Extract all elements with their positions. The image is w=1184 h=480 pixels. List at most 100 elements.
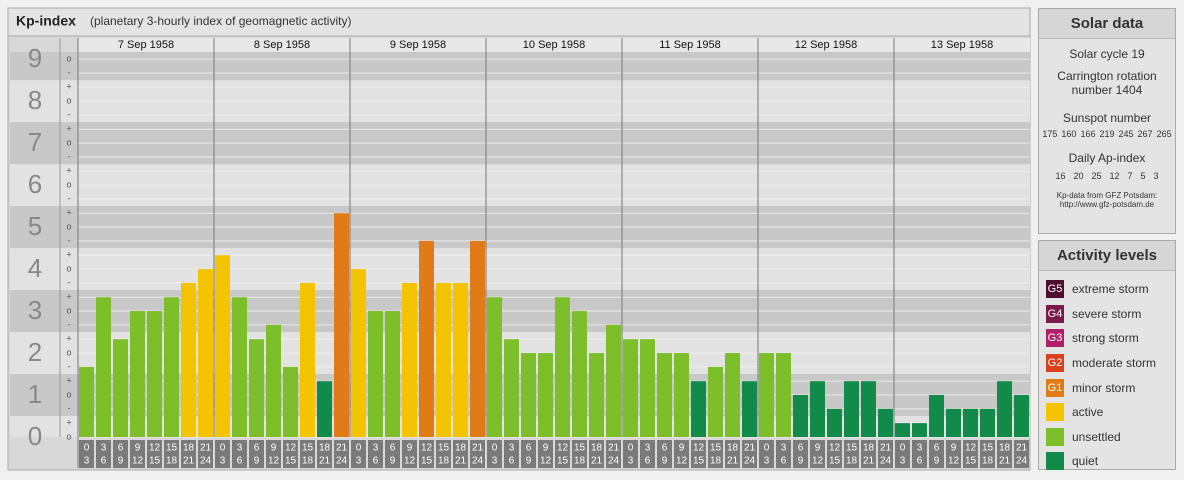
hour-label: 18 (574, 456, 586, 467)
hour-label: 21 (608, 443, 620, 454)
hour-box (742, 440, 757, 468)
minor-tick-label: o (66, 54, 71, 64)
hour-label: 3 (509, 443, 515, 454)
legend-label: severe storm (1072, 306, 1142, 321)
hour-label: 15 (574, 443, 586, 454)
bar (249, 339, 264, 437)
hour-label: 21 (1016, 443, 1028, 454)
bar (419, 240, 434, 437)
legend-label: moderate storm (1072, 356, 1157, 371)
legend-label: extreme storm (1072, 282, 1149, 297)
minor-tick-label: - (68, 67, 71, 77)
hour-label: 9 (679, 443, 685, 454)
hour-label: 15 (438, 443, 450, 454)
date-header (78, 38, 1030, 52)
hour-box (946, 440, 961, 468)
hour-label: 24 (336, 456, 348, 467)
hour-label: 9 (135, 443, 141, 454)
bar (657, 353, 672, 437)
hour-label: 12 (268, 456, 280, 467)
hour-label: 6 (917, 456, 923, 467)
bar (963, 408, 978, 437)
date-label: 7 Sep 1958 (118, 39, 174, 51)
hour-box (844, 440, 859, 468)
hour-box (198, 440, 213, 468)
bar (487, 297, 502, 437)
legend-item: active (1039, 400, 1175, 425)
hour-box (487, 440, 502, 468)
hour-label: 15 (965, 456, 977, 467)
hour-label: 12 (132, 456, 144, 467)
hour-label: 18 (710, 456, 722, 467)
bar (147, 311, 162, 437)
hour-label: 6 (254, 443, 260, 454)
hour-label: 12 (693, 443, 705, 454)
bar (708, 366, 723, 437)
minor-tick-label: + (66, 166, 71, 176)
bar (674, 353, 689, 437)
hour-box (810, 440, 825, 468)
hour-box (181, 440, 196, 468)
source-url: http://www.gfz-potsdam.de (1059, 200, 1155, 209)
carrington: Carrington rotation number 1404 (1057, 69, 1157, 97)
bar (198, 269, 213, 437)
hour-label: 21 (472, 443, 484, 454)
legend-swatch: G2 (1046, 354, 1064, 373)
hour-label: 15 (829, 456, 841, 467)
sunspot-number: 219 (1099, 129, 1115, 139)
hour-label: 6 (373, 456, 379, 467)
hour-label: 24 (472, 456, 484, 467)
hour-label: 15 (982, 443, 994, 454)
band (10, 416, 1030, 437)
hour-box (113, 440, 128, 468)
minor-tick-label: o (66, 389, 71, 399)
bar (453, 282, 468, 437)
hour-label: 12 (557, 443, 569, 454)
bar (793, 395, 808, 437)
hour-label: 6 (781, 456, 787, 467)
hour-label: 18 (863, 443, 875, 454)
hour-label: 21 (455, 456, 467, 467)
minor-tick-label: - (68, 361, 71, 371)
hour-label: 3 (84, 456, 90, 467)
bar (997, 381, 1012, 437)
bar (589, 353, 604, 437)
y-tick-label: 7 (28, 127, 42, 157)
hour-label: 15 (693, 456, 705, 467)
hour-box (538, 440, 553, 468)
bar (436, 282, 451, 437)
hour-box (912, 440, 927, 468)
hour-label: 24 (200, 456, 212, 467)
hour-box (470, 440, 485, 468)
y-tick-label: 4 (28, 253, 42, 283)
hour-box (351, 440, 366, 468)
bar (623, 339, 638, 437)
hour-label: 18 (166, 456, 178, 467)
hour-label: 24 (744, 456, 756, 467)
bar (334, 213, 349, 437)
hour-box (572, 440, 587, 468)
hour-box (589, 440, 604, 468)
y-tick-label: 8 (28, 85, 42, 115)
legend-label: minor storm (1072, 380, 1136, 395)
hour-label: 9 (390, 456, 396, 467)
bar (96, 297, 111, 437)
bar (691, 381, 706, 437)
hour-box (368, 440, 383, 468)
legend-swatch: G4 (1046, 304, 1064, 323)
legend-swatch (1046, 403, 1064, 422)
bar (266, 324, 281, 437)
hour-label: 3 (237, 443, 243, 454)
ap-number: 12 (1109, 171, 1120, 181)
minor-tick-label: + (66, 250, 71, 260)
hour-box (657, 440, 672, 468)
hour-box (861, 440, 876, 468)
hour-box (130, 440, 145, 468)
hour-label: 18 (438, 456, 450, 467)
minor-tick-label: o (66, 179, 71, 189)
minor-tick-label: - (68, 109, 71, 119)
bar (844, 381, 859, 437)
hour-label: 9 (662, 456, 668, 467)
hour-label: 24 (1016, 456, 1028, 467)
